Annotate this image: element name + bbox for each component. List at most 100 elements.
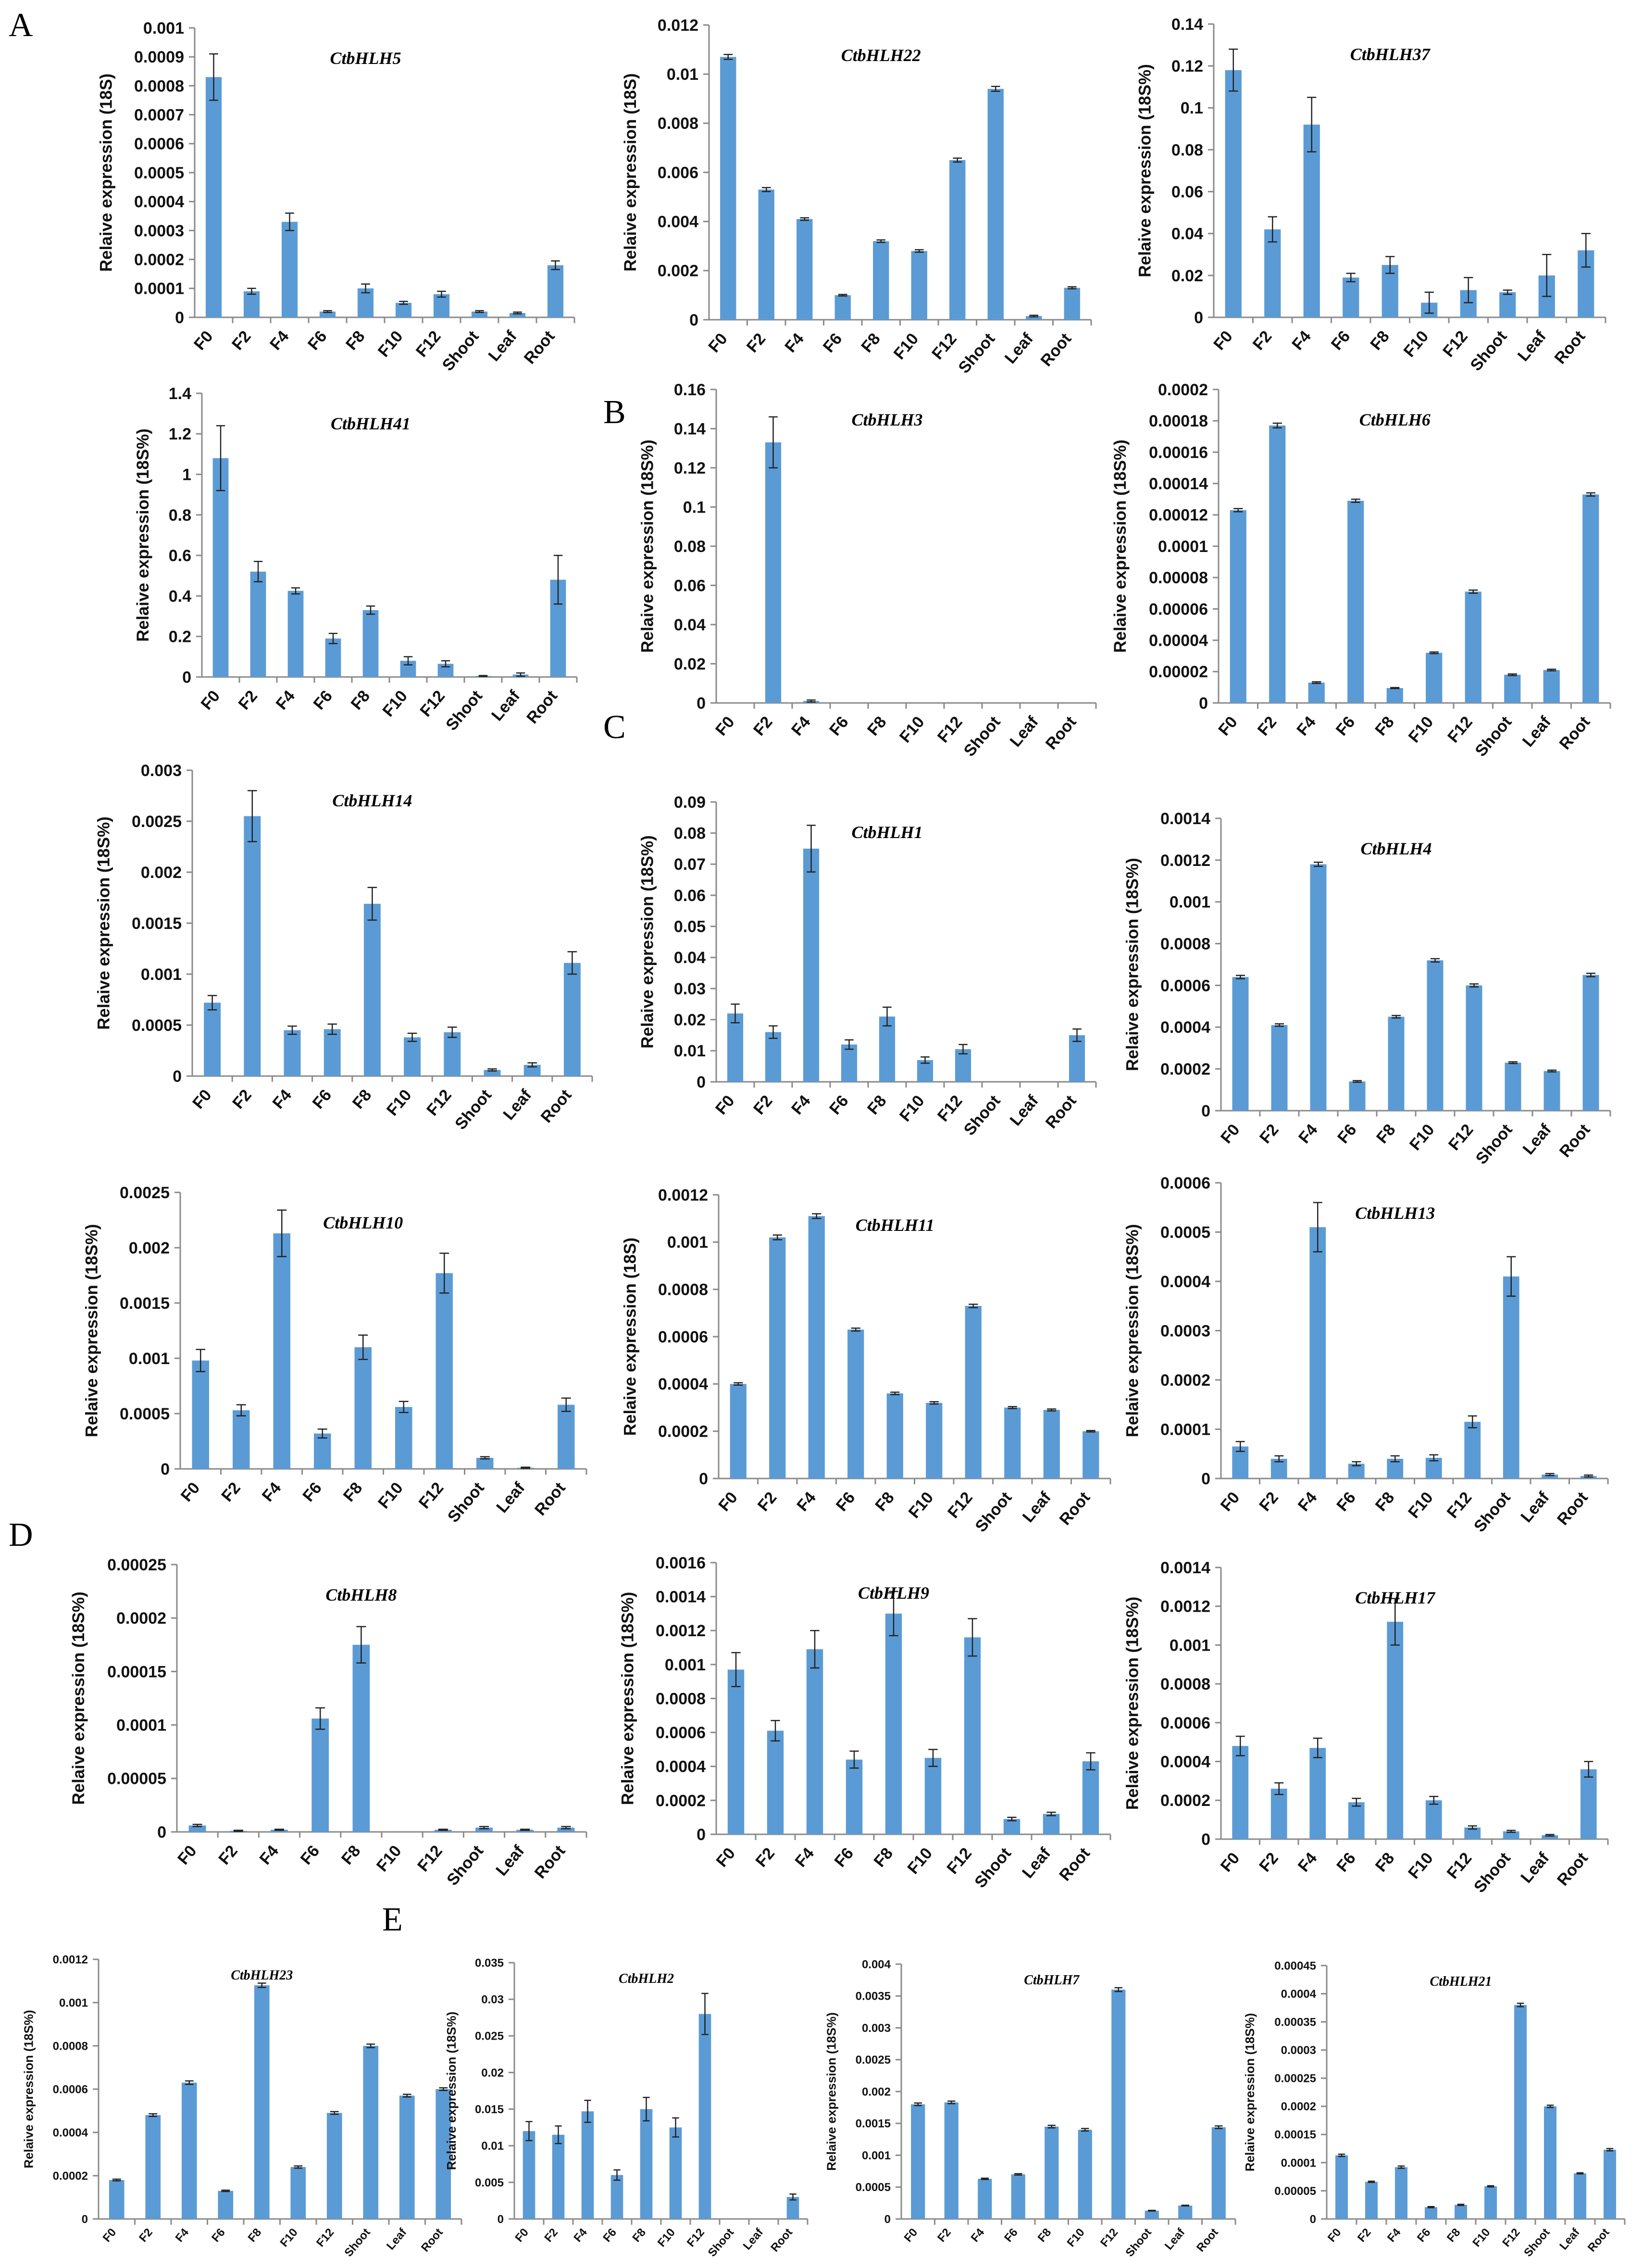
bar-Leaf (1543, 1071, 1560, 1111)
x-tick-label: Leaf (493, 1479, 528, 1516)
bar-F12 (1464, 1422, 1481, 1479)
y-tick-label: 0.0006 (658, 1328, 708, 1346)
bar-Leaf (523, 1065, 541, 1076)
x-tick-label: F2 (218, 1479, 244, 1505)
y-tick-label: 0.0001 (116, 1717, 166, 1735)
bar-F4 (581, 2111, 594, 2219)
bar-Shoot (1003, 1819, 1021, 1834)
x-tick-label: F12 (1445, 1121, 1477, 1154)
bar-Root (1082, 1761, 1099, 1834)
x-tick-label: F0 (715, 1489, 741, 1515)
bar-F10 (395, 1407, 412, 1469)
y-tick-label: 0 (1194, 309, 1203, 327)
x-tick-label: F6 (1334, 1121, 1360, 1147)
x-tick-label: F4 (969, 2226, 987, 2244)
y-tick-label: 0 (1201, 1102, 1210, 1120)
x-tick-label: F10 (1470, 2226, 1493, 2250)
y-tick-label: 0.001 (665, 1656, 706, 1674)
y-tick-label: 0.004 (658, 213, 698, 231)
x-tick-label: Leaf (492, 1842, 528, 1879)
bar-F12 (444, 1032, 461, 1076)
x-tick-label: Shoot (960, 713, 1004, 760)
x-tick-label: F6 (1333, 1849, 1359, 1876)
panel-label-D: D (9, 1516, 33, 1554)
y-tick-label: 0 (157, 1823, 166, 1842)
bar-Leaf (509, 313, 526, 317)
y-axis-label: Relaive expression (18S%) (134, 428, 152, 642)
y-tick-label: 0.008 (658, 114, 698, 133)
y-tick-label: 0.0003 (1160, 1322, 1210, 1340)
x-tick-label: F2 (750, 1092, 776, 1118)
bar-F6 (1349, 1081, 1366, 1111)
x-tick-label: F4 (1293, 713, 1319, 739)
y-tick-label: 0.025 (475, 2030, 504, 2043)
x-tick-label: F10 (896, 713, 928, 746)
bar-F4 (1309, 1748, 1326, 1839)
y-axis-label: Relaive expression (18S%) (83, 1224, 101, 1438)
y-tick-label: 1.4 (169, 385, 191, 403)
bar-F6 (1011, 2174, 1025, 2219)
y-tick-label: 0.0006 (53, 2083, 88, 2096)
x-tick-label: F2 (752, 1844, 779, 1871)
x-tick-label: F2 (1254, 713, 1281, 739)
bar-F4 (181, 2082, 197, 2219)
y-tick-label: 0.01 (481, 2140, 504, 2153)
x-tick-label: F0 (189, 1086, 215, 1113)
x-tick-label: Shoot (1470, 1489, 1514, 1536)
x-tick-label: F10 (1405, 713, 1437, 746)
bar-F0 (1335, 2155, 1348, 2219)
bar-F10 (404, 1037, 421, 1076)
y-tick-label: 0.003 (862, 2022, 891, 2035)
y-tick-label: 0 (182, 668, 191, 687)
bar-F12 (1514, 2005, 1527, 2219)
bar-F12 (436, 1273, 453, 1469)
y-axis-label: Relaive expression (18S%) (1111, 439, 1130, 653)
y-tick-label: 0.08 (674, 538, 706, 556)
y-tick-label: 0.03 (481, 1993, 504, 2006)
chart-CtbHLH6: 0 0.00002 0.00004 0.00006 0.00008 0.0001 0.000… (1111, 381, 1611, 760)
chart-title: CtbHLH41 (331, 414, 411, 433)
x-tick-label: Root (1056, 1844, 1094, 1885)
x-tick-label: F4 (788, 1092, 814, 1118)
bar-Shoot (476, 1458, 494, 1469)
x-tick-label: F2 (215, 1842, 241, 1868)
x-tick-label: F2 (743, 330, 770, 356)
bar-Root (1064, 288, 1080, 320)
x-tick-label: Root (521, 327, 559, 368)
x-tick-label: Leaf (1517, 1488, 1553, 1526)
y-tick-label: 0.0008 (1160, 935, 1210, 953)
bar-F0 (727, 1013, 744, 1082)
y-tick-label: 0.04 (674, 616, 706, 634)
y-tick-label: 0.0008 (53, 2040, 88, 2053)
bar-F0 (192, 1360, 209, 1469)
x-tick-label: F10 (374, 1479, 407, 1512)
x-tick-label: Root (523, 687, 561, 727)
bar-Root (1603, 2149, 1617, 2219)
y-tick-label: 0.00025 (107, 1556, 166, 1574)
x-tick-label: F2 (542, 2226, 560, 2245)
x-tick-label: F12 (1444, 1489, 1476, 1522)
x-tick-label: Shoot (342, 2226, 373, 2259)
x-tick-label: F4 (173, 2226, 192, 2244)
y-tick-label: 0.14 (1171, 15, 1203, 34)
x-tick-label: Root (1194, 2226, 1221, 2255)
y-tick-label: 0.00015 (107, 1663, 166, 1681)
x-tick-label: F2 (137, 2226, 155, 2245)
y-tick-label: 0.00015 (1274, 2129, 1316, 2142)
x-tick-label: F6 (1415, 2226, 1433, 2245)
y-tick-label: 0.00004 (1149, 632, 1208, 650)
bar-F0 (1232, 1746, 1249, 1839)
x-tick-label: F6 (1328, 327, 1354, 354)
x-tick-label: F10 (896, 1092, 928, 1125)
y-tick-label: 0.2 (169, 628, 191, 646)
bar-F0 (205, 77, 222, 317)
x-tick-label: F4 (788, 713, 814, 739)
chart-CtbHLH13: 0 0.0001 0.0002 0.0003 0.0004 0.0005 0.0006 F0 F… (1123, 1174, 1609, 1536)
x-tick-label: F6 (1333, 1489, 1359, 1515)
y-tick-label: 0.0008 (134, 77, 184, 95)
y-tick-label: 0.0005 (856, 2181, 891, 2194)
y-tick-label: 0.0025 (856, 2054, 891, 2067)
y-tick-label: 0 (697, 694, 706, 713)
x-tick-label: Shoot (443, 1842, 487, 1889)
bar-F10 (924, 1758, 942, 1834)
